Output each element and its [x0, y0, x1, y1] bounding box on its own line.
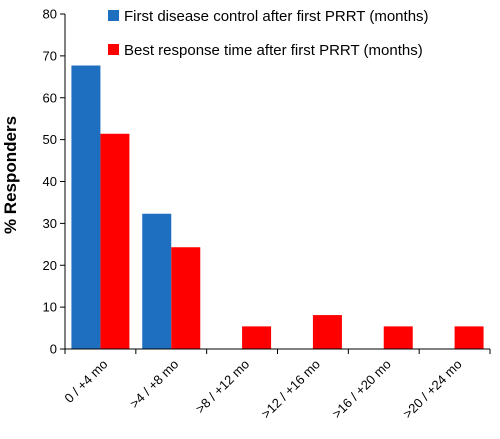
bar-best-response-time-2: [242, 326, 272, 349]
y-tick-label: 50: [43, 132, 57, 147]
legend-label-1: Best response time after first PRRT (mon…: [124, 42, 423, 59]
bar-best-response-time-3: [312, 315, 342, 349]
bar-first-disease-control-1: [142, 213, 172, 349]
bars-group: [71, 65, 484, 349]
x-tick-label: 0 / +4 mo: [61, 357, 110, 406]
y-tick-label: 0: [50, 342, 57, 357]
y-tick-label: 70: [43, 48, 57, 63]
y-tick-label: 60: [43, 90, 57, 105]
x-tick-label: >8 / +12 mo: [193, 357, 253, 417]
y-axis-label: % Responders: [1, 116, 20, 234]
x-tick-label: >12 / +16 mo: [258, 357, 323, 422]
y-tick-label: 10: [43, 300, 57, 315]
legend-label-0: First disease control after first PRRT (…: [124, 8, 429, 25]
y-tick-label: 40: [43, 174, 57, 189]
x-tick-label: >16 / +20 mo: [329, 357, 394, 422]
x-tick-label: >4 / +8 mo: [127, 357, 182, 412]
y-tick-label: 30: [43, 216, 57, 231]
bar-first-disease-control-0: [71, 65, 101, 349]
legend-swatch-1: [108, 44, 119, 55]
legend: First disease control after first PRRT (…: [108, 8, 429, 59]
bar-best-response-time-1: [171, 247, 201, 349]
y-tick-label: 20: [43, 258, 57, 273]
legend-swatch-0: [108, 10, 119, 21]
bar-best-response-time-5: [454, 326, 484, 349]
y-tick-label: 80: [43, 7, 57, 22]
bar-best-response-time-0: [100, 133, 130, 349]
bar-best-response-time-4: [383, 326, 413, 349]
x-tick-label: >20 / +24 mo: [400, 357, 465, 422]
